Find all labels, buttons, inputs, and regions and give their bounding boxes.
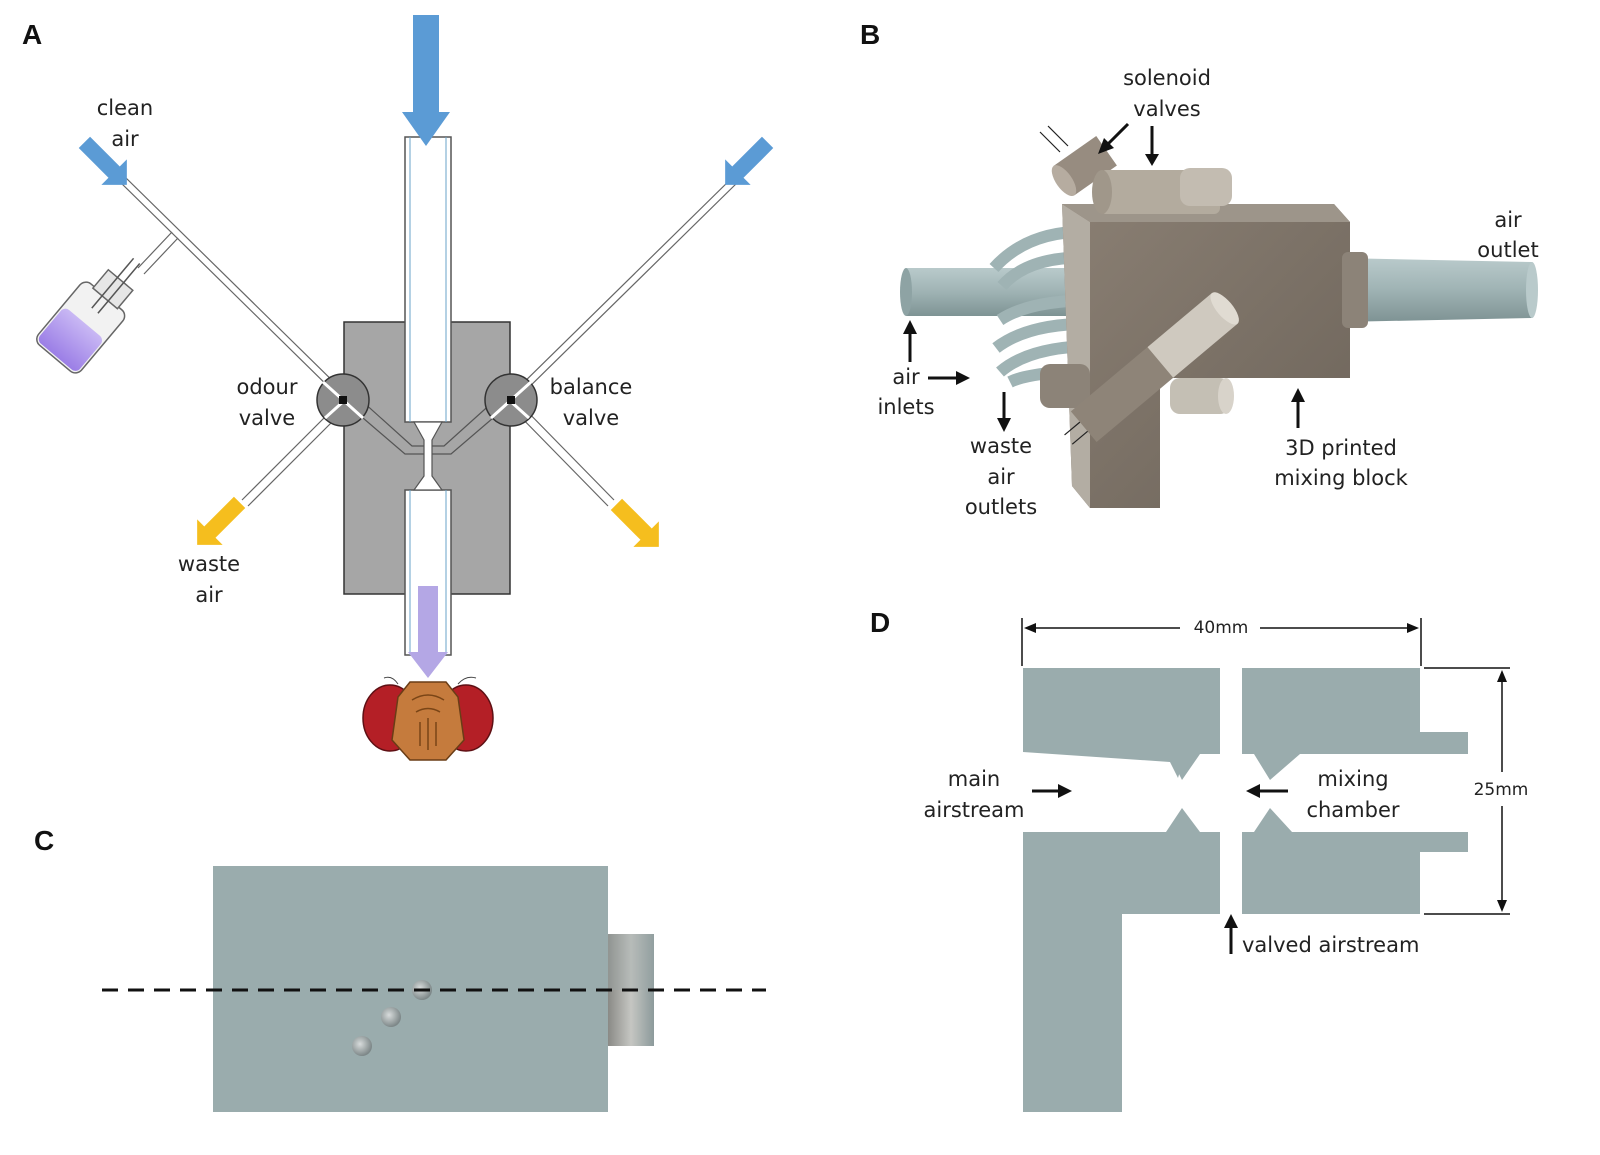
balance-valve-label-line2: valve <box>563 406 619 430</box>
main-air-tube-upper <box>404 136 452 423</box>
waste-outlets-label-line3: outlets <box>965 495 1037 519</box>
panel-c-letter: C <box>34 825 54 856</box>
solenoid-label-line2: valves <box>1133 97 1200 121</box>
odour-vial-icon <box>36 257 141 374</box>
printed-mixing-block <box>1062 204 1350 508</box>
front-solenoid-valve <box>1064 292 1239 445</box>
dimension-lines <box>1021 618 1510 915</box>
clean-air-arrow-right <box>725 136 774 185</box>
air-outlet-label-line2: outlet <box>1477 238 1538 262</box>
panel-a-letter: A <box>22 19 42 50</box>
valved-airstream-label: valved airstream <box>1242 933 1419 957</box>
air-outlet-tube <box>1340 258 1532 322</box>
waste-outlets-label-line1: waste <box>970 434 1032 458</box>
panel-b-arrows <box>903 122 1305 432</box>
waste-air-label-line1: waste <box>178 552 240 576</box>
panel-d-letter: D <box>870 607 890 638</box>
solenoid-wires-icon <box>1039 125 1069 153</box>
main-airstream-label-line1: main <box>948 767 1000 791</box>
block-side-view <box>213 866 608 1112</box>
mixing-chamber-channel <box>412 421 444 491</box>
panel-b: B <box>860 19 1539 519</box>
clean-air-arrow-main <box>402 15 450 146</box>
main-airstream-label-line2: airstream <box>924 798 1025 822</box>
odour-valve-label-line2: valve <box>239 406 295 430</box>
air-inlets-label-line2: inlets <box>877 395 934 419</box>
height-dimension-label: 25mm <box>1474 780 1529 800</box>
air-inlets-label-line1: air <box>892 365 920 389</box>
panel-a: A <box>22 15 774 761</box>
waste-tube-right <box>511 401 615 507</box>
section-lower-left <box>1023 808 1220 1112</box>
block-label-line1: 3D printed <box>1285 436 1397 460</box>
panel-d: D <box>870 607 1528 1112</box>
waste-air-label-line2: air <box>195 583 223 607</box>
port-hole-3 <box>352 1036 372 1056</box>
panel-c: C <box>34 825 766 1112</box>
waste-air-arrow-left <box>197 496 246 545</box>
printed-block-side-face <box>1062 204 1090 508</box>
clean-air-tube-left <box>117 175 347 399</box>
solenoid-valve-cylinders <box>1040 136 1234 414</box>
mixing-chamber-label-line2: chamber <box>1306 798 1399 822</box>
fly-head-icon <box>362 676 494 761</box>
section-lower-right <box>1242 808 1468 914</box>
clean-air-label-line1: clean <box>97 96 153 120</box>
panel-b-letter: B <box>860 19 880 50</box>
port-hole-2 <box>381 1007 401 1027</box>
air-outlet-label-line1: air <box>1494 208 1522 232</box>
width-dimension-label: 40mm <box>1194 618 1249 638</box>
waste-air-arrow-right <box>610 498 659 547</box>
vial-branch-tube <box>137 231 179 275</box>
clean-air-tube-right <box>511 175 741 399</box>
waste-outlets-label-line2: air <box>987 465 1015 489</box>
odour-output-arrow <box>408 586 448 678</box>
balance-valve-label-line1: balance <box>550 375 633 399</box>
section-upper-right <box>1242 668 1468 780</box>
solenoid-label-line1: solenoid <box>1123 66 1211 90</box>
mixing-chamber-label-line1: mixing <box>1317 767 1388 791</box>
odour-valve-label-line1: odour <box>237 375 298 399</box>
clean-air-label-line2: air <box>111 127 139 151</box>
block-label-line2: mixing block <box>1274 466 1408 490</box>
panel-d-arrows <box>1032 784 1288 954</box>
